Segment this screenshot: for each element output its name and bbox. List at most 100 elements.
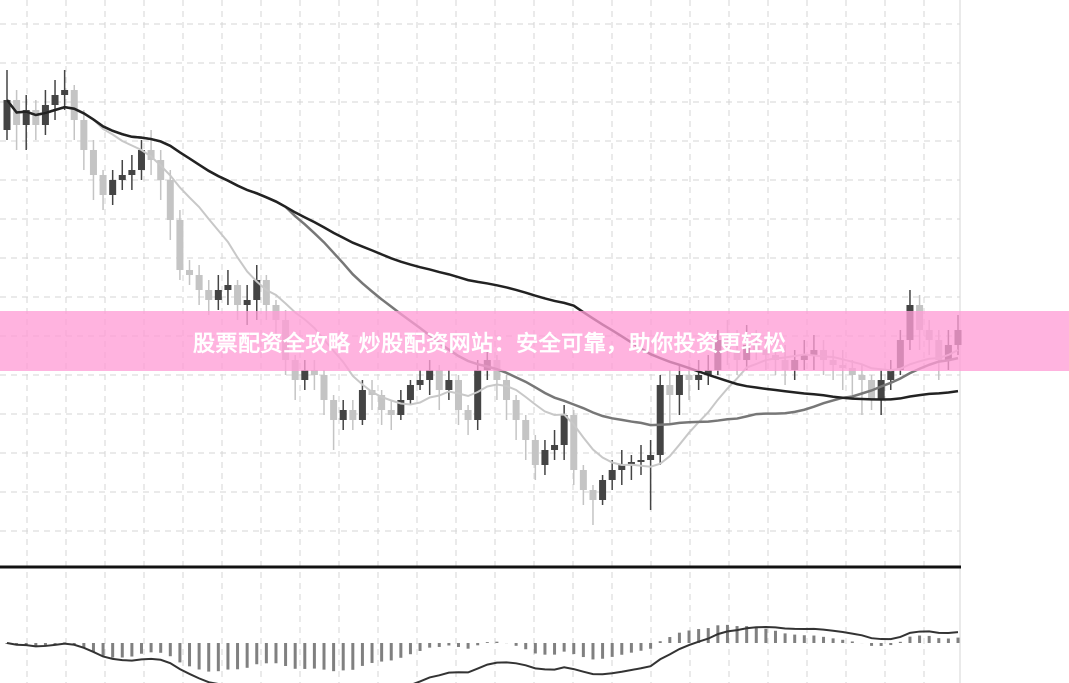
candle-body [637,460,645,462]
macd-histogram-bar [216,643,220,672]
candle-body [176,220,184,270]
candle-body [3,100,11,130]
candle-body [301,370,309,380]
candle-body [118,175,126,180]
macd-histogram-bar [591,643,595,660]
macd-histogram-bar [476,643,480,646]
macd-histogram-bar [428,643,432,648]
macd-histogram-bar [111,643,115,658]
macd-histogram-bar [53,643,57,644]
macd-histogram-bar [255,643,259,665]
candle-body [426,370,434,380]
macd-histogram-bar [245,643,249,668]
macd-histogram-bar [72,643,76,644]
macd-histogram-bar [264,643,268,664]
macd-histogram-bar [178,643,182,663]
ma-30-line [6,99,959,427]
candle-body [234,285,242,305]
macd-histogram-bar [380,643,384,662]
macd-histogram-bar [130,643,134,657]
macd-histogram-bar [735,626,739,643]
macd-histogram-bar [312,643,316,669]
macd-histogram-bar [437,643,441,647]
candle-body [454,380,462,410]
macd-histogram-bar [236,643,240,670]
macd-histogram-bar [188,643,192,667]
candle-body [695,375,703,380]
candle-body [704,370,712,375]
candle-body [147,150,155,160]
macd-line [6,626,959,683]
macd-histogram-bar [82,643,86,648]
macd-histogram-bar [841,639,845,643]
macd-histogram-bar [495,641,499,643]
macd-histogram-bar [466,643,470,649]
macd-histogram-bar [773,630,777,643]
macd-histogram-bar [879,643,883,646]
macd-histogram-bar [360,643,364,666]
macd-histogram-bar [812,635,816,643]
candle-body [685,375,693,380]
banner-title: 股票配资全攻略 炒股配资网站：安全可靠，助你投资更轻松 [193,332,787,357]
candle-body [522,420,530,440]
candle-body [339,410,347,420]
macd-histogram-bar [139,643,143,654]
candle-body [80,120,88,150]
macd-histogram-bar [572,643,576,655]
macd-histogram-bar [159,643,163,653]
candle-body [195,275,203,290]
macd-histogram-bar [668,637,672,643]
macd-histogram-bar [764,628,768,643]
candle-body [41,105,49,125]
candle-body [61,90,69,95]
macd-histogram-bar [553,643,557,655]
macd-histogram-bar [303,643,307,669]
macd-histogram-bar [562,643,566,652]
candle-body [887,370,895,380]
candle-body [330,400,338,420]
candle-body [109,180,117,195]
candle-body [243,300,251,305]
candle-body [512,400,520,420]
candle-body [531,440,539,465]
macd-histogram-bar [956,637,960,643]
macd-histogram-bar [274,643,278,664]
candle-body [358,390,366,420]
candle-body [666,385,674,395]
macd-histogram-bar [332,643,336,672]
candle-body [51,95,59,105]
candle-body [570,415,578,470]
candle-body [464,410,472,420]
candle-body [387,410,395,415]
macd-histogram-bar [485,642,489,643]
macd-histogram-bar [43,643,47,646]
macd-histogram-bar [399,643,403,658]
candle-body [551,445,559,450]
macd-histogram-bar [822,636,826,643]
candle-body [22,110,30,125]
macd-histogram-bar [293,643,297,669]
candle-body [579,470,587,490]
candle-body [848,368,856,375]
macd-histogram-bar [418,643,422,651]
macd-histogram-bar [620,643,624,655]
macd-histogram-bar [149,643,153,653]
candle-body [858,375,866,380]
candle-body [675,375,683,395]
macd-histogram-bar [927,635,931,643]
macd-histogram-bar [697,629,701,643]
candle-body [647,455,655,460]
macd-histogram-bar [168,643,172,657]
macd-histogram-bar [889,643,893,646]
candle-body [416,380,424,385]
macd-histogram-bar [197,643,201,670]
macd-histogram-bar [207,643,211,672]
macd-histogram-bar [918,635,922,643]
macd-histogram-bar [946,638,950,643]
candle-body [435,370,443,390]
candle-body [627,462,635,465]
candle-body [877,380,885,400]
macd-panel [5,624,960,683]
candle-body [406,385,414,400]
macd-histogram-bar [543,643,547,655]
